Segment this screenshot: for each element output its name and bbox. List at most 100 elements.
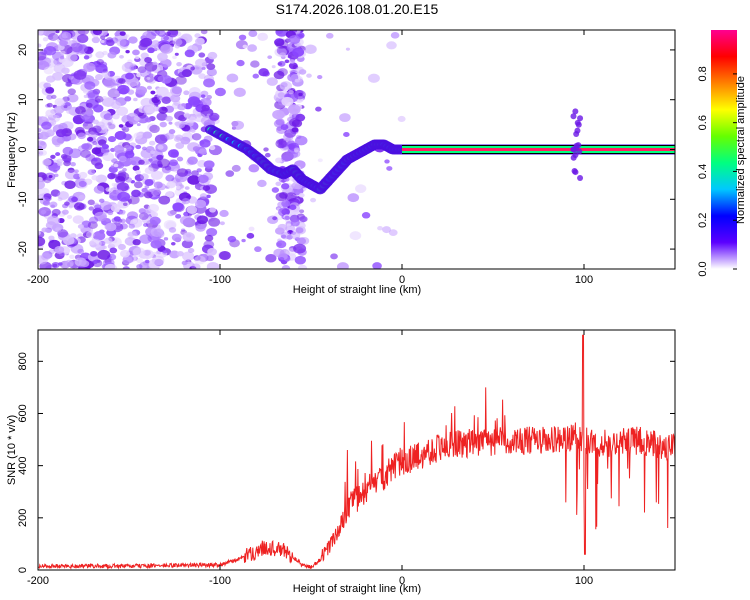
- heatmap-blob: [281, 265, 291, 269]
- heatmap-blob: [152, 61, 158, 66]
- heatmap-blob: [43, 45, 57, 56]
- heatmap-blob: [81, 220, 92, 228]
- heatmap-blob: [267, 215, 279, 225]
- heatmap-blob: [110, 37, 119, 44]
- heatmap-blob: [55, 30, 60, 34]
- heatmap-blob: [292, 47, 305, 57]
- heatmap-blob: [200, 94, 206, 99]
- heatmap-blob: [109, 247, 118, 254]
- heatmap-blob: [167, 210, 175, 217]
- heatmap-blob: [266, 77, 278, 86]
- heatmap-blob: [51, 208, 61, 216]
- heatmap-blob: [184, 113, 191, 119]
- heatmap-blob: [277, 62, 283, 66]
- heatmap-blob: [117, 191, 131, 202]
- heatmap-blob: [171, 233, 182, 242]
- heatmap-blob: [129, 65, 137, 71]
- heatmap-blob: [52, 114, 58, 118]
- heatmap-blob: [60, 56, 65, 60]
- heatmap-blob: [89, 238, 102, 249]
- heatmap-blob: [94, 162, 104, 170]
- heatmap-blob: [42, 37, 49, 42]
- heatmap-blob: [68, 75, 74, 80]
- heatmap-blob: [77, 34, 89, 43]
- heatmap-blob: [164, 165, 172, 171]
- heatmap-blob: [42, 158, 52, 166]
- heatmap-blob: [159, 171, 165, 175]
- heatmap-blob: [140, 148, 154, 159]
- heatmap-blob: [290, 231, 301, 240]
- heatmap-blob: [184, 186, 190, 190]
- heatmap-blob: [46, 215, 60, 226]
- heatmap-blob: [257, 32, 269, 41]
- heatmap-blob: [67, 93, 79, 103]
- heatmap-blob: [218, 250, 231, 261]
- heatmap-blob: [105, 187, 112, 192]
- heatmap-blob: [43, 66, 54, 75]
- artefact-blob: [577, 115, 584, 122]
- heatmap-blob: [345, 47, 350, 51]
- heatmap-blob: [194, 33, 201, 38]
- heatmap-blob: [174, 110, 186, 121]
- heatmap-blob: [60, 153, 68, 160]
- heatmap-blob: [147, 203, 160, 213]
- heatmap-blob: [91, 36, 101, 44]
- heatmap-blob: [315, 106, 322, 112]
- heatmap-blob: [252, 73, 260, 79]
- heatmap-blob: [68, 195, 78, 203]
- x-tick-label: 100: [575, 274, 593, 286]
- heatmap-blob: [89, 216, 99, 224]
- artefact-blob: [577, 174, 584, 181]
- heatmap-blob: [225, 170, 235, 177]
- heatmap-blob: [135, 144, 142, 150]
- heatmap-blob: [206, 261, 220, 269]
- heatmap-blob: [166, 181, 176, 189]
- heatmap-blob: [62, 96, 70, 102]
- heatmap-blob: [38, 127, 43, 133]
- snr-axes: -200 -100 0 100 0 200 400 600 800: [17, 330, 675, 587]
- heatmap-blob: [247, 44, 258, 52]
- heatmap-blob: [317, 158, 323, 163]
- y-tick-label: 800: [17, 352, 29, 370]
- heatmap-blob: [161, 96, 172, 104]
- heatmap-blob: [96, 58, 104, 65]
- heatmap-blob: [174, 52, 179, 56]
- heatmap-blob: [99, 61, 108, 68]
- heatmap-blob: [194, 255, 206, 265]
- heatmap-blob: [284, 215, 290, 221]
- heatmap-blob: [181, 228, 186, 232]
- heatmap-blob: [289, 204, 297, 210]
- heatmap-blob: [64, 180, 76, 190]
- heatmap-blob: [105, 218, 111, 223]
- heatmap-blob: [68, 148, 82, 159]
- heatmap-blob: [214, 87, 226, 97]
- heatmap-xlabel: Height of straight line (km): [293, 284, 421, 296]
- heatmap-blob: [87, 169, 96, 176]
- heatmap-blob: [304, 44, 317, 55]
- heatmap-blob: [150, 150, 156, 155]
- heatmap-blob: [94, 204, 102, 210]
- heatmap-blob: [181, 260, 188, 266]
- heatmap-blob: [38, 43, 42, 48]
- heatmap-blob: [199, 139, 211, 148]
- heatmap-blob: [59, 39, 69, 47]
- snr-xlabel: Height of straight line (km): [293, 583, 421, 595]
- heatmap-blob: [93, 185, 105, 194]
- heatmap-blob: [204, 234, 214, 242]
- heatmap-blob: [132, 230, 137, 235]
- heatmap-blob: [143, 103, 157, 114]
- artefact-blob: [570, 113, 577, 120]
- heatmap-blob: [114, 130, 127, 140]
- heatmap-blob: [82, 121, 94, 130]
- heatmap-blob: [102, 68, 109, 73]
- heatmap-blob: [198, 148, 207, 155]
- heatmap-blob: [288, 89, 294, 95]
- heatmap-blob: [39, 196, 51, 205]
- heatmap-blob: [38, 131, 50, 140]
- heatmap-blob: [284, 59, 290, 64]
- heatmap-blob: [62, 236, 75, 245]
- heatmap-blob: [55, 227, 62, 232]
- x-tick-label: 100: [575, 575, 593, 587]
- heatmap-blob: [78, 171, 88, 179]
- heatmap-blob: [150, 211, 159, 218]
